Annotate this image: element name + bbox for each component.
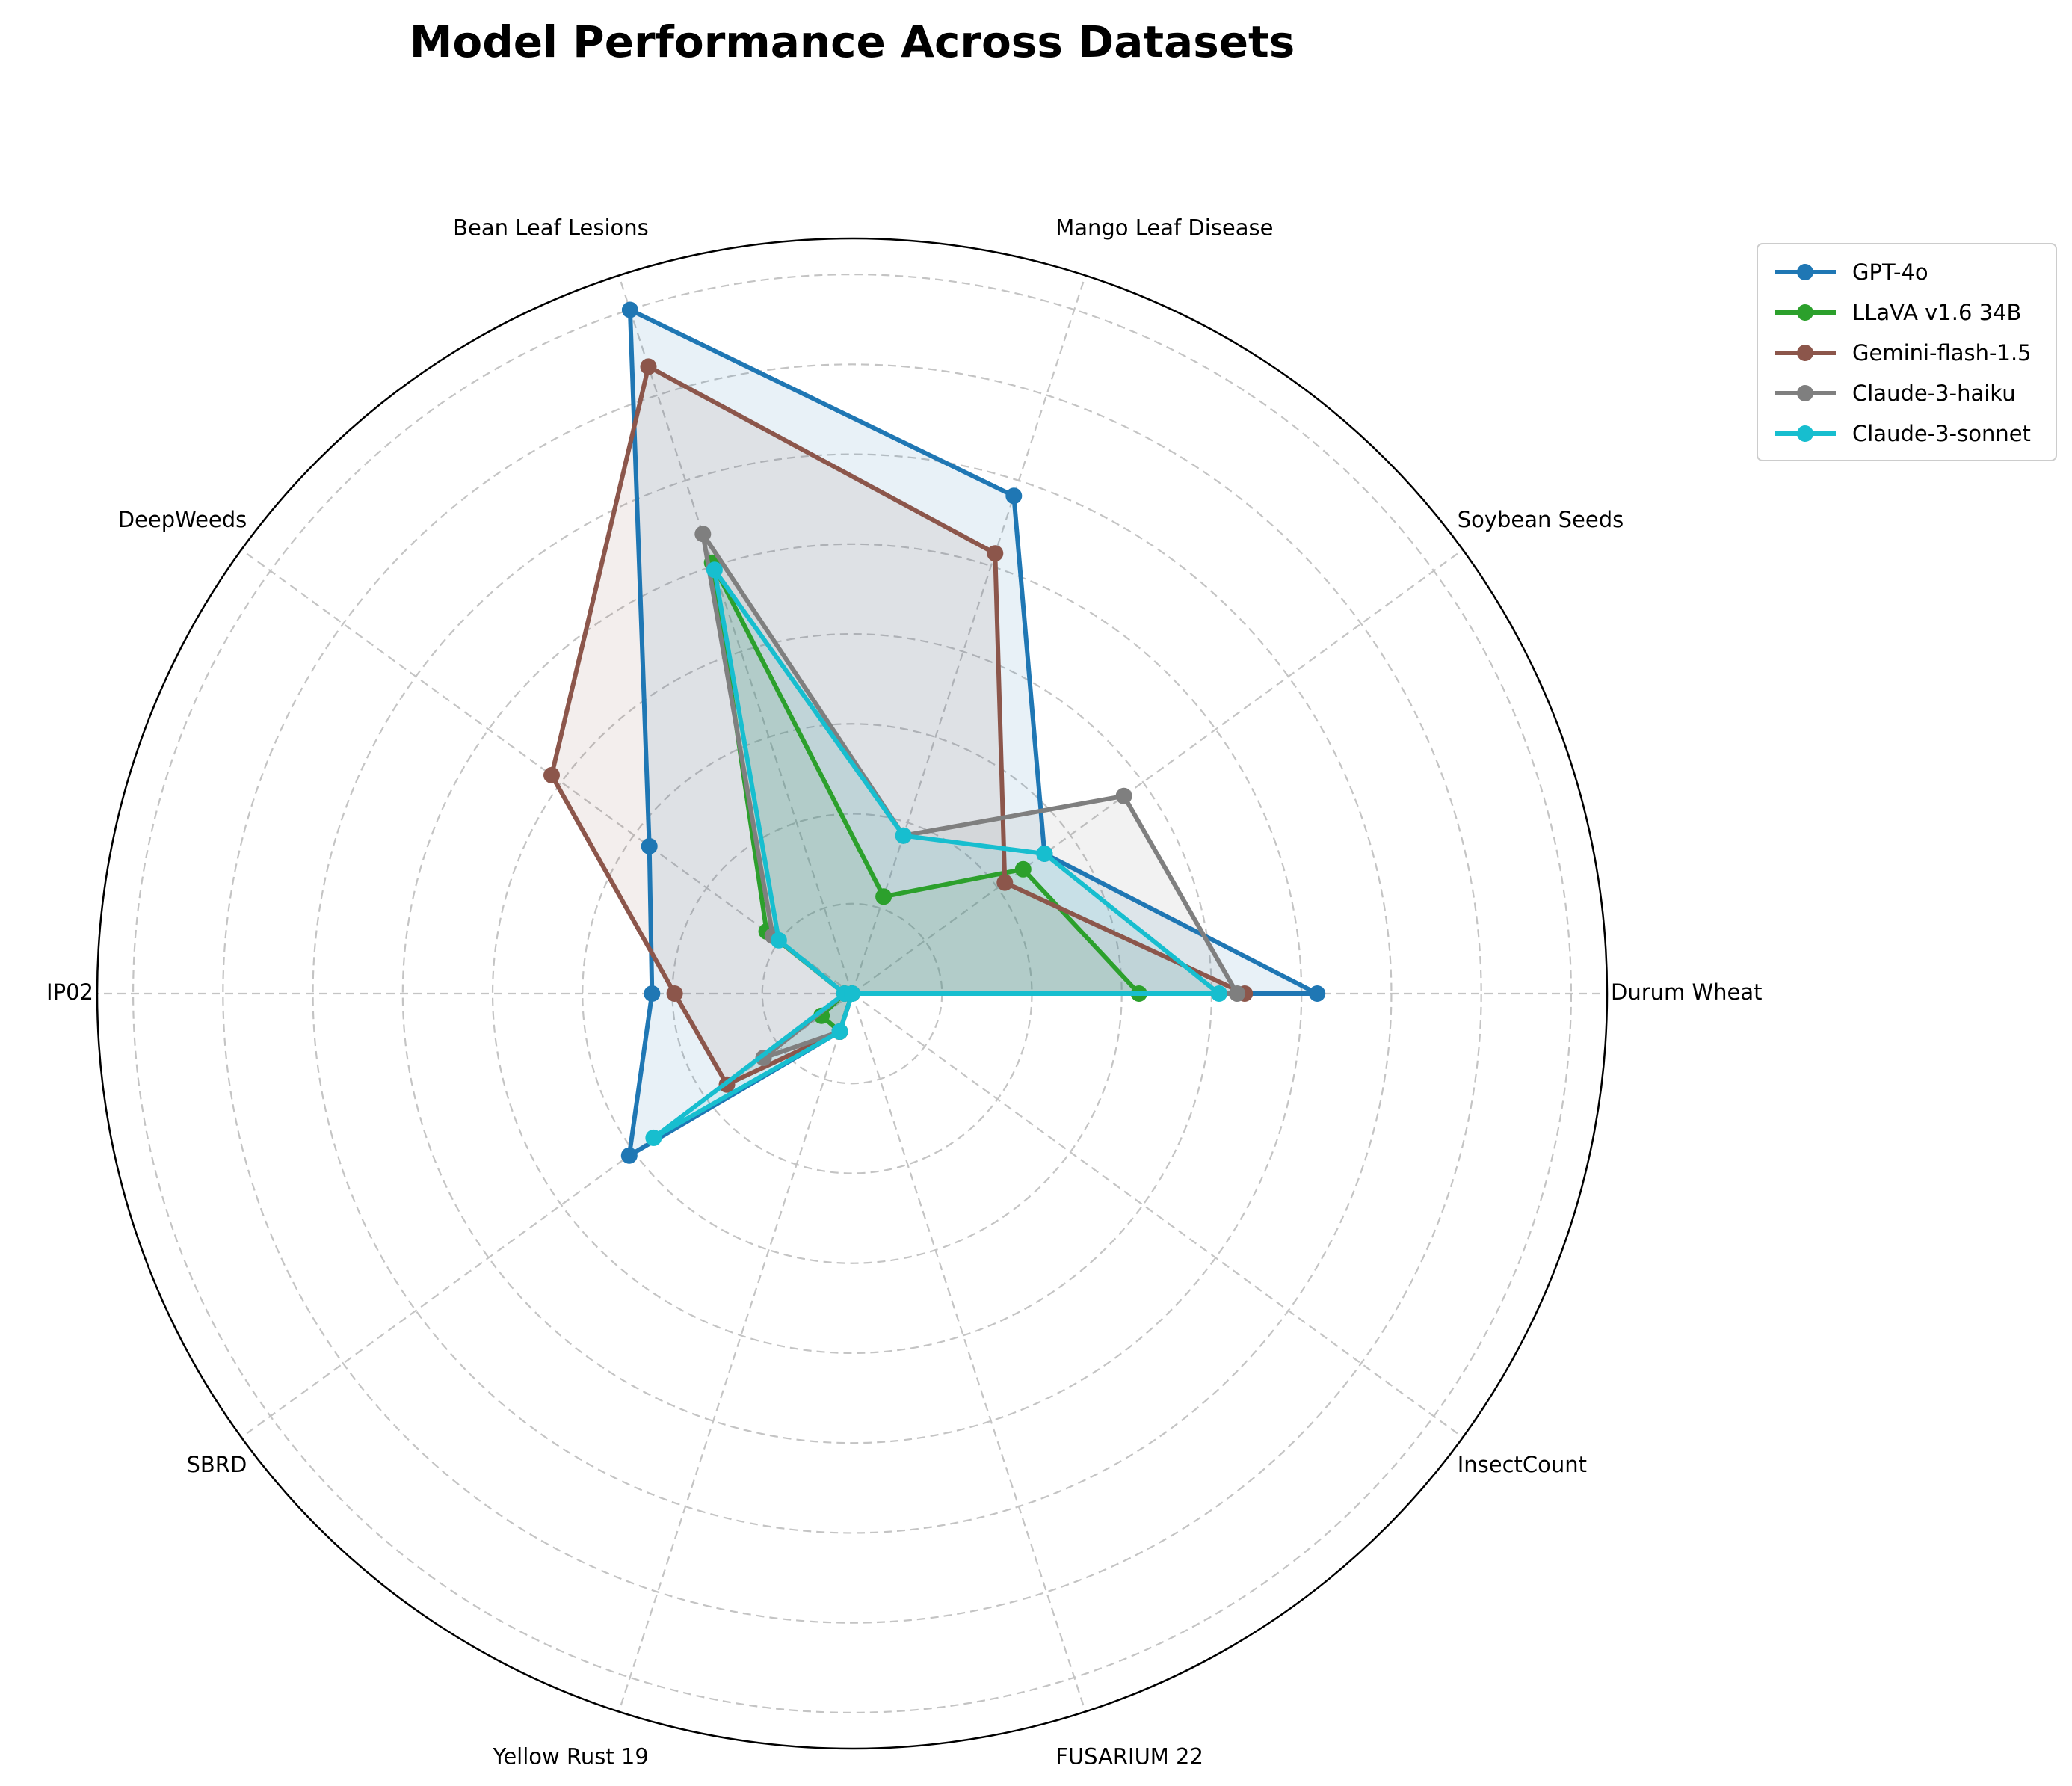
grid-spoke xyxy=(617,993,854,1712)
series-area xyxy=(712,562,1139,1032)
category-label: InsectCount xyxy=(1458,1452,1587,1477)
data-point xyxy=(996,874,1014,891)
data-point xyxy=(1309,985,1326,1002)
grid-spoke xyxy=(851,549,1464,994)
category-label: DeepWeeds xyxy=(118,507,247,532)
series-area xyxy=(552,366,1245,1085)
data-point xyxy=(895,827,912,844)
legend-swatch xyxy=(1775,345,1836,361)
data-point xyxy=(844,985,860,1002)
legend: GPT-4o LLaVA v1.6 34B Gemini-flash-1.5 Clau… xyxy=(1757,243,2057,461)
category-label: Soybean Seeds xyxy=(1458,507,1624,532)
grid-spoke xyxy=(851,993,1087,1712)
grid-spoke xyxy=(851,275,1087,994)
data-point xyxy=(1036,846,1053,862)
data-point xyxy=(1014,860,1032,878)
legend-swatch xyxy=(1775,425,1836,442)
legend-label: LLaVA v1.6 34B xyxy=(1852,300,2022,325)
data-point xyxy=(770,932,787,949)
series-area xyxy=(629,310,1318,1156)
grid-ring xyxy=(222,363,1482,1624)
data-point xyxy=(706,561,723,579)
category-labels: Durum Wheat Soybean Seeds Mango Leaf Disea… xyxy=(46,215,1762,1770)
data-point xyxy=(644,985,661,1002)
category-label: FUSARIUM 22 xyxy=(1055,1743,1203,1769)
data-point xyxy=(1229,985,1246,1002)
series-lines xyxy=(543,301,1326,1164)
data-point xyxy=(621,301,638,318)
legend-item: GPT-4o xyxy=(1758,252,2056,292)
category-label: Durum Wheat xyxy=(1611,979,1763,1005)
data-point xyxy=(1005,487,1023,505)
legend-label: Gemini-flash-1.5 xyxy=(1852,340,2032,366)
series-area xyxy=(653,570,1219,1138)
grid-spoke xyxy=(851,993,1464,1438)
legend-label: Claude-3-haiku xyxy=(1852,381,2016,406)
data-point xyxy=(694,526,712,543)
data-point xyxy=(543,766,560,783)
legend-item: Claude-3-sonnet xyxy=(1758,413,2056,454)
data-point xyxy=(645,1129,662,1146)
legend-item: LLaVA v1.6 34B xyxy=(1758,292,2056,333)
legend-swatch xyxy=(1775,264,1836,280)
legend-swatch xyxy=(1775,304,1836,321)
data-point xyxy=(875,888,892,905)
legend-swatch-marker xyxy=(1797,345,1813,361)
legend-item: Claude-3-haiku xyxy=(1758,373,2056,413)
category-label: Mango Leaf Disease xyxy=(1055,215,1273,241)
legend-label: GPT-4o xyxy=(1852,259,1928,285)
data-point xyxy=(831,1023,848,1040)
area-fills xyxy=(552,310,1318,1156)
category-label: SBRD xyxy=(187,1452,247,1477)
legend-label: Claude-3-sonnet xyxy=(1852,421,2031,446)
grid-spoke xyxy=(617,275,854,994)
data-point xyxy=(620,1147,638,1164)
chart-title: Model Performance Across Datasets xyxy=(409,16,1295,67)
series-line xyxy=(651,567,1221,1140)
data-point xyxy=(1210,985,1227,1002)
data-point xyxy=(987,545,1004,562)
legend-item: Gemini-flash-1.5 xyxy=(1758,333,2056,373)
category-label: Bean Leaf Lesions xyxy=(453,215,649,241)
data-point xyxy=(1115,787,1132,804)
data-point xyxy=(641,837,658,854)
legend-swatch-marker xyxy=(1797,264,1813,280)
category-label: Yellow Rust 19 xyxy=(492,1743,648,1769)
legend-swatch-marker xyxy=(1797,425,1813,442)
outer-frame xyxy=(96,237,1609,1750)
data-point xyxy=(640,358,657,375)
category-label: IP02 xyxy=(46,979,93,1005)
legend-swatch-marker xyxy=(1797,385,1813,401)
legend-swatch xyxy=(1775,385,1836,401)
data-point xyxy=(666,985,683,1002)
legend-swatch-marker xyxy=(1797,304,1813,321)
